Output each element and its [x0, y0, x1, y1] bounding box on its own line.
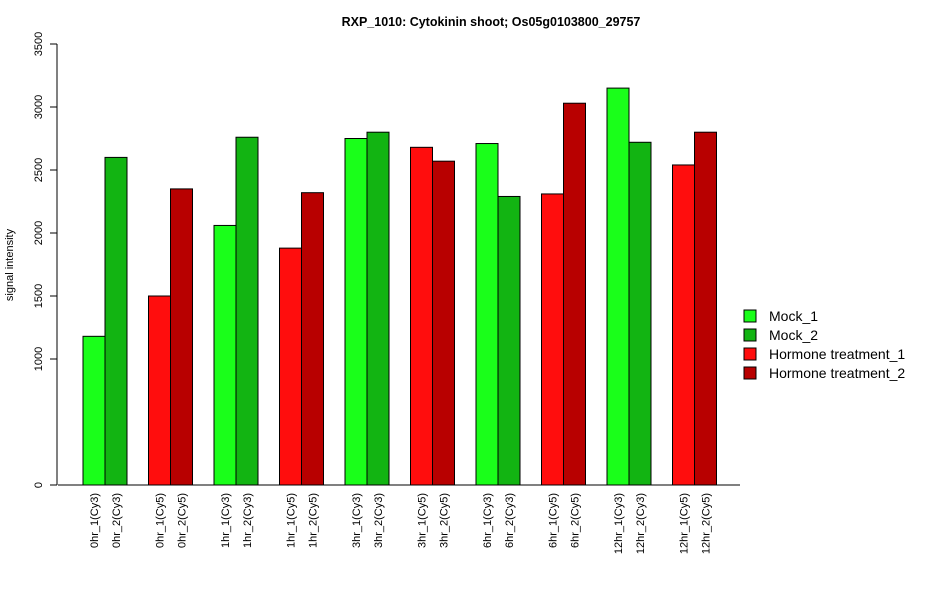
x-tick-label: 0hr_1(Cy3)	[89, 493, 101, 548]
bar	[148, 295, 171, 486]
bar	[410, 146, 433, 486]
bar	[694, 131, 717, 486]
bar	[541, 193, 564, 486]
bar	[497, 195, 521, 486]
legend-swatch	[743, 347, 757, 361]
x-tick-label: 1hr_1(Cy5)	[286, 493, 298, 548]
x-tick-label: 3hr_2(Cy5)	[439, 493, 451, 548]
legend-swatch	[743, 328, 757, 342]
legend-label: Hormone treatment_1	[769, 346, 905, 362]
x-tick-label: 3hr_1(Cy5)	[417, 493, 429, 548]
x-tick-labels: 0hr_1(Cy3) 0hr_2(Cy3) 0hr_1(Cy5) 0hr_2(Cy5)…	[89, 493, 713, 554]
bar	[213, 224, 237, 486]
bars-group	[82, 87, 717, 486]
bar	[235, 136, 259, 486]
bar	[279, 247, 302, 486]
bar	[366, 131, 390, 486]
x-tick-label: 12hr_1(Cy5)	[679, 493, 691, 554]
bar	[672, 164, 695, 486]
chart-title: RXP_1010: Cytokinin shoot; Os05g0103800_…	[342, 15, 641, 29]
legend-label: Mock_2	[769, 327, 818, 343]
x-tick-label: 12hr_2(Cy3)	[635, 493, 647, 554]
y-tick-label: 1000	[33, 347, 45, 371]
y-tick-label: 3500	[33, 32, 45, 56]
legend: Mock_1 Mock_2 Hormone treatment_1 Hormone t…	[743, 308, 905, 381]
x-tick-label: 12hr_1(Cy3)	[613, 493, 625, 554]
x-tick-label: 6hr_2(Cy3)	[504, 493, 516, 548]
x-tick-label: 12hr_2(Cy5)	[701, 493, 713, 554]
x-tick-label: 6hr_1(Cy3)	[482, 493, 494, 548]
x-tick-label: 0hr_2(Cy5)	[177, 493, 189, 548]
x-tick-label: 3hr_1(Cy3)	[351, 493, 363, 548]
y-axis: 0 1000 1500 2000 2500 3000 3500	[33, 32, 58, 488]
legend-swatch	[743, 309, 757, 323]
bar	[301, 192, 324, 486]
bar	[475, 143, 499, 486]
bar	[170, 188, 193, 486]
y-tick-label: 2500	[33, 158, 45, 182]
y-tick-label: 1500	[33, 284, 45, 308]
y-axis-label: signal intensity	[4, 228, 16, 301]
bar	[432, 160, 455, 486]
x-tick-label: 0hr_2(Cy3)	[111, 493, 123, 548]
legend-swatch	[743, 366, 757, 380]
x-tick-label: 0hr_1(Cy5)	[155, 493, 167, 548]
bar	[628, 141, 652, 486]
x-tick-label: 1hr_2(Cy5)	[308, 493, 320, 548]
bar	[606, 87, 630, 486]
legend-label: Mock_1	[769, 308, 818, 324]
x-tick-label: 1hr_1(Cy3)	[220, 493, 232, 548]
y-tick-label: 2000	[33, 221, 45, 245]
x-tick-label: 1hr_2(Cy3)	[242, 493, 254, 548]
bar	[104, 156, 128, 486]
bar	[82, 335, 106, 486]
bar	[563, 102, 586, 486]
bar	[344, 138, 368, 486]
x-tick-label: 6hr_1(Cy5)	[548, 493, 560, 548]
x-tick-label: 6hr_2(Cy5)	[570, 493, 582, 548]
x-tick-label: 3hr_2(Cy3)	[373, 493, 385, 548]
legend-label: Hormone treatment_2	[769, 365, 905, 381]
y-tick-label: 0	[33, 482, 45, 488]
y-tick-label: 3000	[33, 95, 45, 119]
